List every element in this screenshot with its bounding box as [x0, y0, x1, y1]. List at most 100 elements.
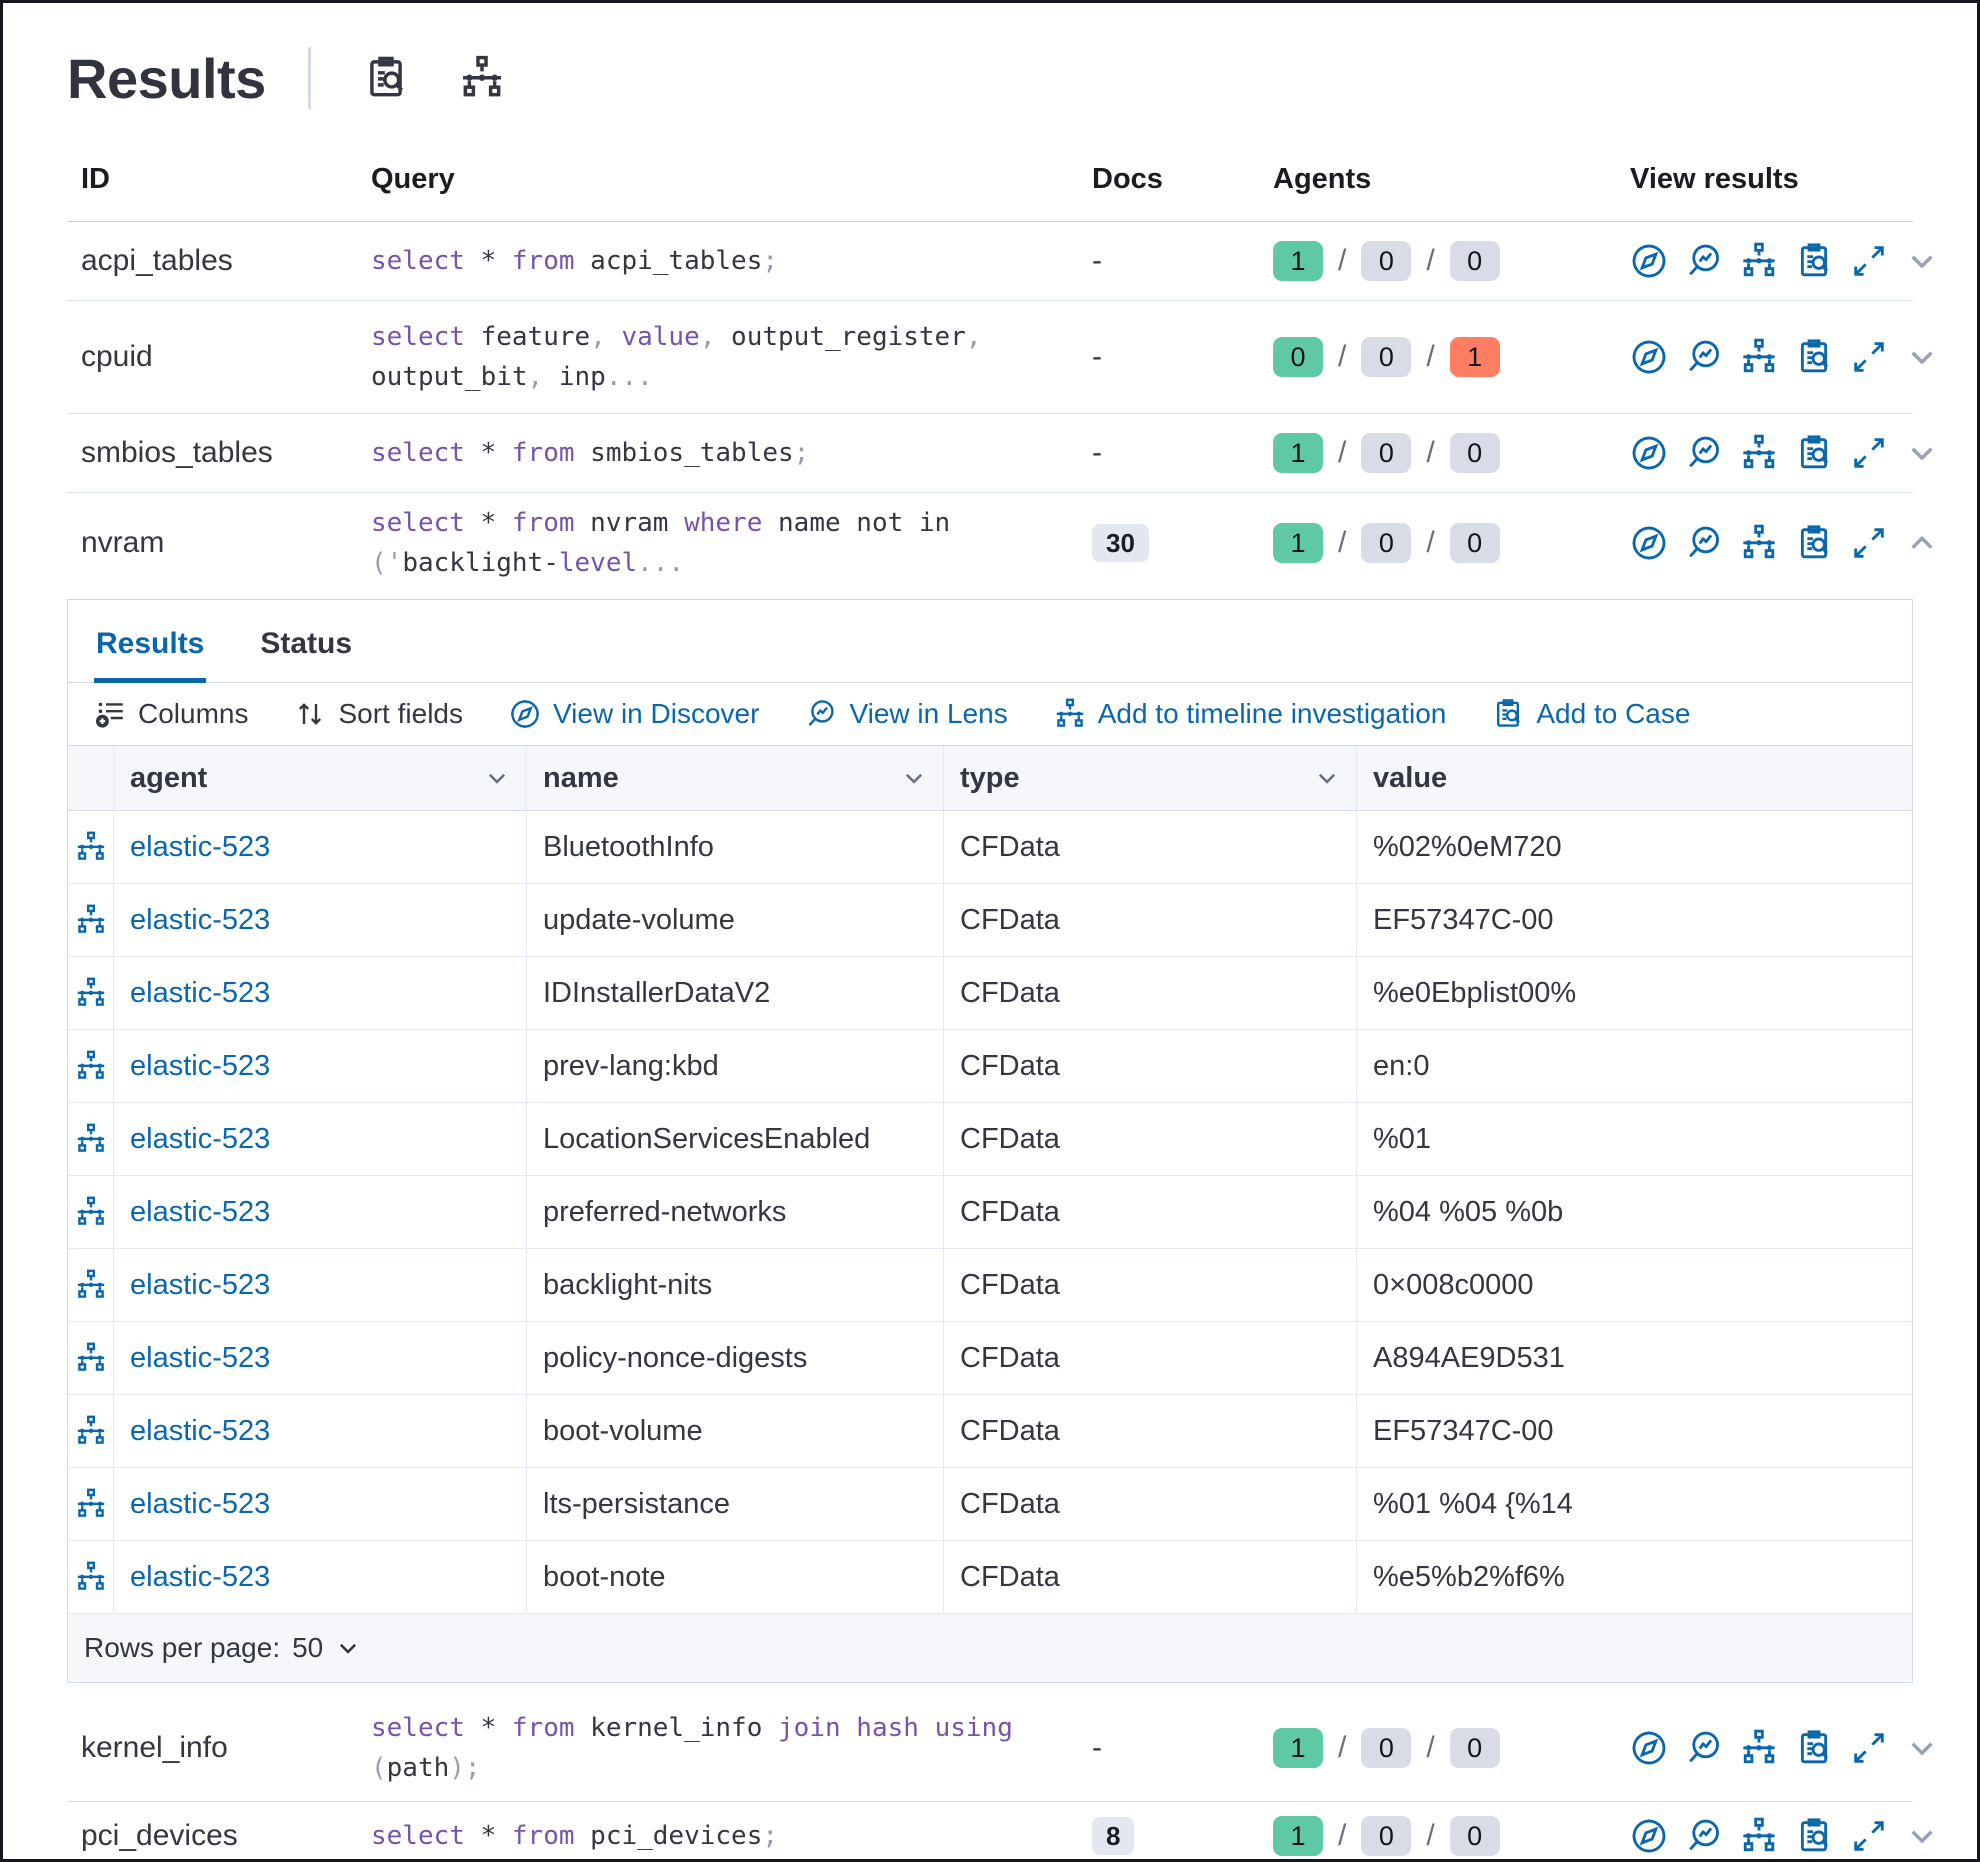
timeline-icon[interactable]	[75, 1123, 107, 1155]
timeline-icon[interactable]	[75, 1342, 107, 1374]
timeline-icon[interactable]	[75, 1561, 107, 1593]
timeline-icon[interactable]	[1740, 524, 1778, 562]
col-agents[interactable]: Agents	[1273, 162, 1372, 195]
timeline-icon[interactable]	[75, 1488, 107, 1520]
agent-link[interactable]: elastic-523	[130, 1560, 271, 1593]
agent-link[interactable]: elastic-523	[130, 1414, 271, 1447]
chevron-down-icon[interactable]	[1905, 1731, 1939, 1765]
open-in-timeline-cell[interactable]	[68, 1395, 114, 1467]
discover-icon[interactable]	[1630, 1817, 1668, 1855]
open-in-timeline-cell[interactable]	[68, 1249, 114, 1321]
timeline-icon[interactable]	[75, 1050, 107, 1082]
open-in-timeline-cell[interactable]	[68, 1322, 114, 1394]
timeline-icon[interactable]	[1740, 338, 1778, 376]
case-icon[interactable]	[1795, 524, 1833, 562]
results-grid-body: elastic-523 BluetoothInfo CFData %02%0eM…	[68, 811, 1912, 1614]
expand-icon[interactable]	[1850, 242, 1888, 280]
query-sql: select * from smbios_tables;	[371, 438, 810, 468]
agent-link[interactable]: elastic-523	[130, 1049, 271, 1082]
tab-status[interactable]: Status	[260, 627, 353, 660]
timeline-icon[interactable]	[1740, 242, 1778, 280]
agent-link[interactable]: elastic-523	[130, 1268, 271, 1301]
expand-icon[interactable]	[1850, 338, 1888, 376]
open-in-timeline-cell[interactable]	[68, 1103, 114, 1175]
result-row: elastic-523 backlight-nits CFData 0×008c…	[68, 1249, 1912, 1322]
agent-link[interactable]: elastic-523	[130, 976, 271, 1009]
open-in-timeline-cell[interactable]	[68, 957, 114, 1029]
expand-icon[interactable]	[1850, 434, 1888, 472]
chevron-down-icon[interactable]	[1905, 340, 1939, 374]
rows-per-page-value[interactable]: 50	[292, 1632, 324, 1663]
add-to-timeline-button[interactable]: Add to timeline investigation	[1054, 698, 1446, 730]
grid-col-type[interactable]: type	[944, 746, 1357, 810]
timeline-icon[interactable]	[75, 1415, 107, 1447]
chevron-down-icon[interactable]	[1905, 436, 1939, 470]
timeline-icon[interactable]	[75, 1269, 107, 1301]
col-id[interactable]: ID	[81, 162, 110, 195]
timeline-icon[interactable]	[1740, 1817, 1778, 1855]
discover-icon[interactable]	[1630, 524, 1668, 562]
chevron-down-icon[interactable]	[484, 765, 510, 791]
timeline-hierarchy-icon[interactable]	[459, 55, 505, 101]
expand-icon[interactable]	[1850, 524, 1888, 562]
expand-icon[interactable]	[1850, 1729, 1888, 1767]
query-row-smbios-tables: smbios_tables select * from smbios_table…	[67, 414, 1913, 493]
col-query[interactable]: Query	[371, 162, 455, 195]
chevron-down-icon[interactable]	[335, 1635, 361, 1661]
lens-icon[interactable]	[1685, 1729, 1723, 1767]
view-in-discover-button[interactable]: View in Discover	[509, 698, 759, 730]
timeline-icon[interactable]	[75, 977, 107, 1009]
case-icon[interactable]	[1795, 338, 1833, 376]
open-in-timeline-cell[interactable]	[68, 811, 114, 883]
col-docs[interactable]: Docs	[1092, 162, 1163, 195]
agent-link[interactable]: elastic-523	[130, 1487, 271, 1520]
timeline-icon[interactable]	[1740, 434, 1778, 472]
inspect-clipboard-icon[interactable]	[363, 55, 409, 101]
case-icon[interactable]	[1795, 242, 1833, 280]
open-in-timeline-cell[interactable]	[68, 1468, 114, 1540]
chevron-down-icon[interactable]	[1314, 765, 1340, 791]
chevron-down-icon[interactable]	[1905, 1819, 1939, 1853]
case-icon[interactable]	[1795, 1817, 1833, 1855]
agent-link[interactable]: elastic-523	[130, 1195, 271, 1228]
value-cell: %e0Ebplist00%	[1373, 976, 1577, 1009]
add-to-case-button[interactable]: Add to Case	[1492, 698, 1690, 730]
tab-results[interactable]: Results	[94, 600, 207, 683]
case-icon[interactable]	[1795, 1729, 1833, 1767]
open-in-timeline-cell[interactable]	[68, 1176, 114, 1248]
query-row-kernel-info: kernel_info select * from kernel_info jo…	[67, 1695, 1913, 1802]
lens-icon[interactable]	[1685, 524, 1723, 562]
grid-col-agent[interactable]: agent	[114, 746, 527, 810]
case-icon[interactable]	[1795, 434, 1833, 472]
grid-col-value[interactable]: value	[1373, 761, 1448, 794]
discover-icon[interactable]	[1630, 242, 1668, 280]
timeline-icon[interactable]	[75, 1196, 107, 1228]
agent-link[interactable]: elastic-523	[130, 903, 271, 936]
chevron-up-icon[interactable]	[1905, 526, 1939, 560]
lens-icon[interactable]	[1685, 1817, 1723, 1855]
agents-status: 1/ 0/ 0	[1247, 523, 1622, 563]
sort-fields-button[interactable]: Sort fields	[294, 698, 463, 730]
lens-icon[interactable]	[1685, 434, 1723, 472]
open-in-timeline-cell[interactable]	[68, 1030, 114, 1102]
columns-button[interactable]: Columns	[94, 698, 248, 730]
timeline-icon[interactable]	[75, 831, 107, 863]
view-results-actions	[1622, 242, 1955, 280]
timeline-icon[interactable]	[1740, 1729, 1778, 1767]
open-in-timeline-cell[interactable]	[68, 884, 114, 956]
discover-icon[interactable]	[1630, 338, 1668, 376]
timeline-icon[interactable]	[75, 904, 107, 936]
agent-link[interactable]: elastic-523	[130, 1341, 271, 1374]
open-in-timeline-cell[interactable]	[68, 1541, 114, 1613]
grid-col-name[interactable]: name	[527, 746, 944, 810]
lens-icon[interactable]	[1685, 338, 1723, 376]
view-in-lens-button[interactable]: View in Lens	[805, 698, 1008, 730]
expand-icon[interactable]	[1850, 1817, 1888, 1855]
lens-icon[interactable]	[1685, 242, 1723, 280]
agent-link[interactable]: elastic-523	[130, 830, 271, 863]
agent-link[interactable]: elastic-523	[130, 1122, 271, 1155]
chevron-down-icon[interactable]	[1905, 244, 1939, 278]
discover-icon[interactable]	[1630, 1729, 1668, 1767]
chevron-down-icon[interactable]	[901, 765, 927, 791]
discover-icon[interactable]	[1630, 434, 1668, 472]
